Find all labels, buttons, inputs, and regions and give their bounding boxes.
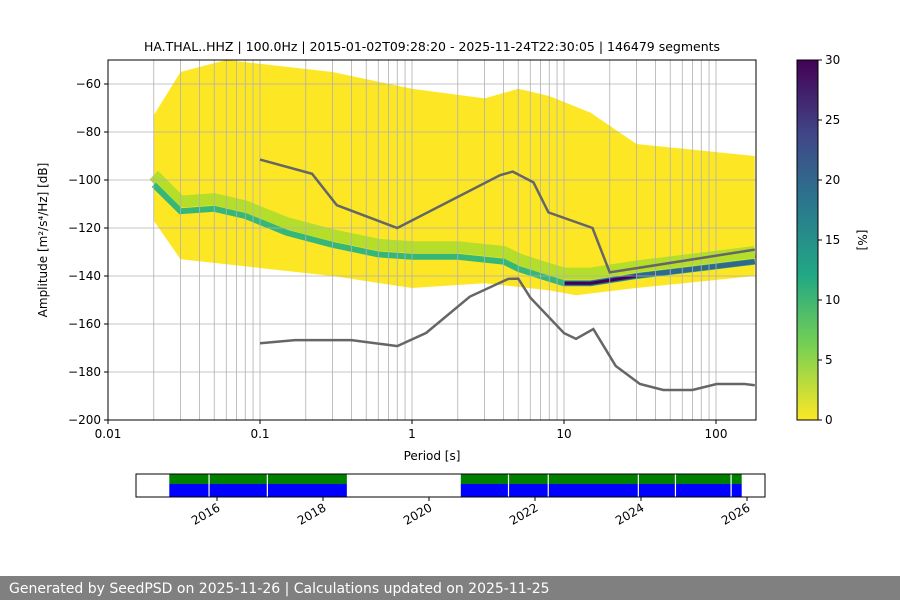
timeline-tick-label: 2018 bbox=[295, 500, 328, 527]
colorbar-tick-label: 25 bbox=[825, 113, 840, 127]
colorbar bbox=[796, 59, 819, 421]
colorbar-tick-label: 30 bbox=[825, 53, 840, 67]
y-axis-label: Amplitude [m²/s⁴/Hz] [dB] bbox=[36, 163, 50, 318]
x-tick-label: 100 bbox=[705, 427, 728, 441]
timeline-tick-label: 2026 bbox=[719, 500, 752, 527]
nlnm-line bbox=[259, 277, 755, 392]
y-tick-label: −180 bbox=[68, 365, 101, 379]
coverage-bar-top bbox=[169, 474, 347, 484]
timeline-tick-label: 2016 bbox=[189, 500, 222, 527]
plot-frame bbox=[107, 59, 757, 421]
y-tick-label: −140 bbox=[68, 269, 101, 283]
x-tick-label: 0.1 bbox=[250, 427, 269, 441]
x-axis-label: Period [s] bbox=[404, 449, 461, 463]
y-tick-label: −200 bbox=[68, 413, 101, 427]
coverage-bar-bottom bbox=[169, 484, 347, 497]
timeline-frame bbox=[135, 473, 766, 498]
nhnm-line bbox=[259, 158, 755, 274]
psd-chart: 0.01 0.1 1 10 100−60−80−100−120−140−160−180−… bbox=[36, 39, 869, 528]
x-tick-label: 0.01 bbox=[95, 427, 122, 441]
coverage-bar-bottom bbox=[460, 484, 742, 497]
colorbar-tick-label: 20 bbox=[825, 173, 840, 187]
colorbar-label: [%] bbox=[855, 230, 869, 251]
y-tick-label: −120 bbox=[68, 221, 101, 235]
colorbar-tick-label: 15 bbox=[825, 233, 840, 247]
psd-mode-peak bbox=[564, 274, 637, 285]
y-tick-label: −80 bbox=[76, 125, 101, 139]
timeline-tick-label: 2022 bbox=[507, 500, 540, 527]
y-tick-label: −60 bbox=[76, 77, 101, 91]
footer-text: Generated by SeedPSD on 2025-11-26 | Cal… bbox=[0, 576, 900, 600]
y-tick-label: −100 bbox=[68, 173, 101, 187]
timeline-tick-label: 2020 bbox=[401, 500, 434, 527]
timeline-tick-label: 2024 bbox=[613, 500, 646, 527]
x-tick-label: 1 bbox=[408, 427, 416, 441]
colorbar-tick-label: 10 bbox=[825, 293, 840, 307]
chart-title: HA.THAL..HHZ | 100.0Hz | 2015-01-02T09:2… bbox=[144, 39, 720, 54]
y-tick-label: −160 bbox=[68, 317, 101, 331]
colorbar-tick-label: 0 bbox=[825, 413, 833, 427]
coverage-bar-top bbox=[460, 474, 742, 484]
x-tick-label: 10 bbox=[556, 427, 571, 441]
colorbar-tick-label: 5 bbox=[825, 353, 833, 367]
